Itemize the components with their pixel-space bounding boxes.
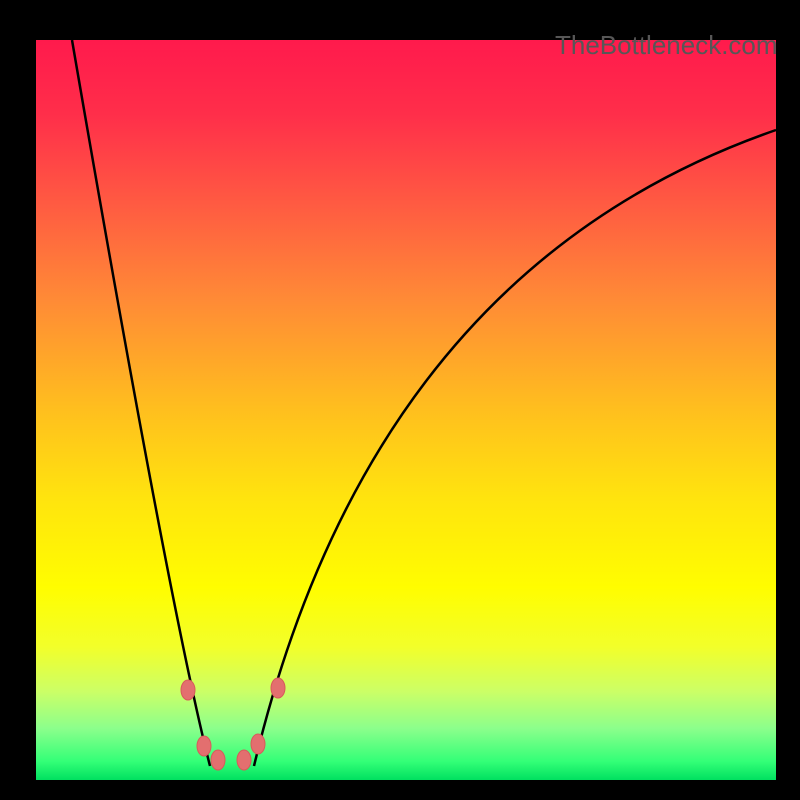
chart-overlay-svg (0, 0, 800, 800)
bottleneck-curve-right (254, 130, 776, 766)
marker-point (181, 680, 195, 700)
marker-point (197, 736, 211, 756)
bottleneck-curve-left (72, 40, 210, 766)
chart-frame: TheBottleneck.com (0, 0, 800, 800)
marker-point (237, 750, 251, 770)
marker-point (271, 678, 285, 698)
marker-point (211, 750, 225, 770)
marker-point (251, 734, 265, 754)
watermark-text: TheBottleneck.com (555, 30, 778, 61)
